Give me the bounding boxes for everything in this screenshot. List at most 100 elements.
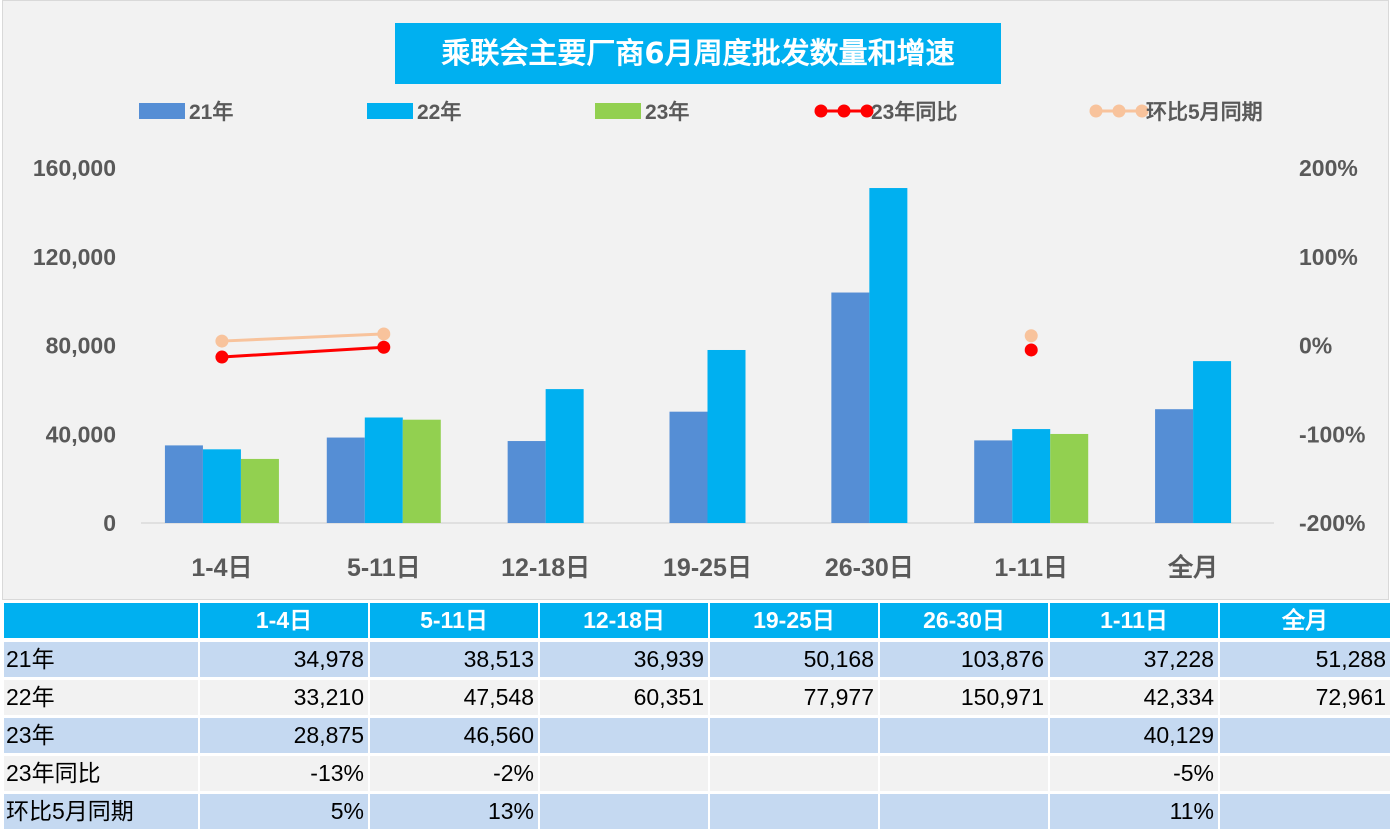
header-cell: 5-11日 bbox=[370, 603, 538, 638]
table-cell: 40,129 bbox=[1050, 718, 1218, 753]
x-tick-label: 1-11日 bbox=[994, 554, 1068, 582]
y-left-tick-label: 160,000 bbox=[33, 155, 116, 181]
table-cell: 33,210 bbox=[200, 680, 368, 715]
bar-22年-1-4日 bbox=[202, 449, 241, 523]
bar-22年-1-11日 bbox=[1012, 429, 1051, 523]
legend-swatch-22年 bbox=[367, 103, 413, 119]
table-cell: 72,961 bbox=[1220, 680, 1390, 715]
bar-21年-12-18日 bbox=[507, 441, 546, 523]
bar-22年-5-11日 bbox=[364, 417, 403, 523]
table-cell bbox=[880, 756, 1048, 791]
legend-marker-环比5月同期 bbox=[1135, 104, 1149, 118]
x-tick-label: 全月 bbox=[1167, 553, 1218, 582]
bar-21年-1-11日 bbox=[974, 440, 1013, 523]
y-right-tick-label: 100% bbox=[1299, 244, 1358, 270]
table-cell: -2% bbox=[370, 756, 538, 791]
legend-marker-23年同比 bbox=[837, 104, 851, 118]
row-label: 22年 bbox=[4, 680, 198, 715]
y-right-tick-label: -100% bbox=[1299, 421, 1365, 447]
legend-marker-23年同比 bbox=[814, 104, 828, 118]
header-cell: 1-4日 bbox=[200, 603, 368, 638]
table-cell: 28,875 bbox=[200, 718, 368, 753]
bar-21年-1-4日 bbox=[164, 445, 203, 523]
legend-label: 21年 bbox=[189, 100, 233, 124]
table-cell bbox=[1220, 718, 1390, 753]
line-segment-环比5月同期 bbox=[221, 332, 384, 343]
table-cell: 37,228 bbox=[1050, 642, 1218, 677]
table-cell bbox=[710, 756, 878, 791]
legend-label: 环比5月同期 bbox=[1146, 101, 1263, 124]
bar-23年-1-11日 bbox=[1050, 433, 1089, 523]
table-cell bbox=[710, 718, 878, 753]
y-right-tick-label: 0% bbox=[1299, 333, 1332, 359]
point-23年同比-1-4日 bbox=[215, 350, 229, 364]
table-cell: 60,351 bbox=[540, 680, 708, 715]
y-right-tick-label: -200% bbox=[1299, 510, 1365, 536]
y-left-tick-label: 120,000 bbox=[33, 244, 116, 270]
header-cell: 12-18日 bbox=[540, 603, 708, 638]
y-right-tick-label: 200% bbox=[1299, 155, 1358, 181]
x-tick-label: 1-4日 bbox=[191, 554, 252, 582]
y-left-tick-label: 80,000 bbox=[46, 333, 116, 359]
bar-21年-26-30日 bbox=[831, 292, 870, 523]
table-cell: 51,288 bbox=[1220, 642, 1390, 677]
table-cell: 103,876 bbox=[880, 642, 1048, 677]
bar-21年-19-25日 bbox=[669, 411, 708, 523]
table-cell bbox=[880, 718, 1048, 753]
table-cell bbox=[880, 794, 1048, 829]
bar-22年-全月 bbox=[1193, 361, 1232, 523]
row-label: 环比5月同期 bbox=[4, 794, 198, 829]
table-cell bbox=[540, 794, 708, 829]
header-cell: 26-30日 bbox=[880, 603, 1048, 638]
bar-23年-1-4日 bbox=[240, 458, 279, 523]
legend-swatch-23年 bbox=[595, 103, 641, 119]
y-left-tick-label: 0 bbox=[103, 510, 116, 536]
table-cell bbox=[1220, 794, 1390, 829]
table-cell bbox=[710, 794, 878, 829]
table-cell: 11% bbox=[1050, 794, 1218, 829]
x-tick-label: 19-25日 bbox=[663, 554, 752, 582]
table-cell: 50,168 bbox=[710, 642, 878, 677]
table-cell: 47,548 bbox=[370, 680, 538, 715]
table-cell: 150,971 bbox=[880, 680, 1048, 715]
table-cell: 5% bbox=[200, 794, 368, 829]
table-cell: 38,513 bbox=[370, 642, 538, 677]
legend-swatch-21年 bbox=[139, 103, 185, 119]
table-cell: 42,334 bbox=[1050, 680, 1218, 715]
point-环比5月同期-1-11日 bbox=[1024, 329, 1038, 343]
x-tick-label: 12-18日 bbox=[501, 554, 590, 582]
chart-area: 0 40,000 80,000 120,000 160,000 -200% -100% 0% 1… bbox=[2, 0, 1389, 600]
bar-21年-5-11日 bbox=[326, 437, 365, 523]
table-cell: 77,977 bbox=[710, 680, 878, 715]
table-cell: -13% bbox=[200, 756, 368, 791]
header-cell: 19-25日 bbox=[710, 603, 878, 638]
point-环比5月同期-1-4日 bbox=[215, 334, 229, 348]
table-cell: 13% bbox=[370, 794, 538, 829]
combo-chart: 0 40,000 80,000 120,000 160,000 -200% -100% 0% 1… bbox=[33, 100, 1366, 582]
table-cell: -5% bbox=[1050, 756, 1218, 791]
chart-title: 乘联会主要厂商6月周度批发数量和增速 bbox=[395, 23, 1001, 84]
header-cell: 1-11日 bbox=[1050, 603, 1218, 638]
table-cell: 46,560 bbox=[370, 718, 538, 753]
row-label: 21年 bbox=[4, 642, 198, 677]
point-23年同比-5-11日 bbox=[377, 340, 391, 354]
table-cell bbox=[540, 756, 708, 791]
header-cell bbox=[4, 603, 198, 638]
point-环比5月同期-5-11日 bbox=[377, 327, 391, 341]
bar-23年-5-11日 bbox=[402, 419, 441, 523]
legend-marker-23年同比 bbox=[860, 104, 874, 118]
row-label: 23年同比 bbox=[4, 756, 198, 791]
legend-marker-环比5月同期 bbox=[1112, 104, 1126, 118]
x-tick-label: 5-11日 bbox=[347, 554, 421, 582]
table-cell bbox=[540, 718, 708, 753]
row-label: 23年 bbox=[4, 718, 198, 753]
bar-22年-12-18日 bbox=[545, 389, 584, 523]
legend-label: 23年同比 bbox=[871, 100, 957, 124]
bar-22年-19-25日 bbox=[707, 349, 746, 523]
point-23年同比-1-11日 bbox=[1024, 343, 1038, 357]
bar-22年-26-30日 bbox=[869, 188, 908, 524]
table-cell: 36,939 bbox=[540, 642, 708, 677]
bar-21年-全月 bbox=[1155, 409, 1194, 523]
y-left-tick-label: 40,000 bbox=[46, 421, 116, 447]
table-cell bbox=[1220, 756, 1390, 791]
